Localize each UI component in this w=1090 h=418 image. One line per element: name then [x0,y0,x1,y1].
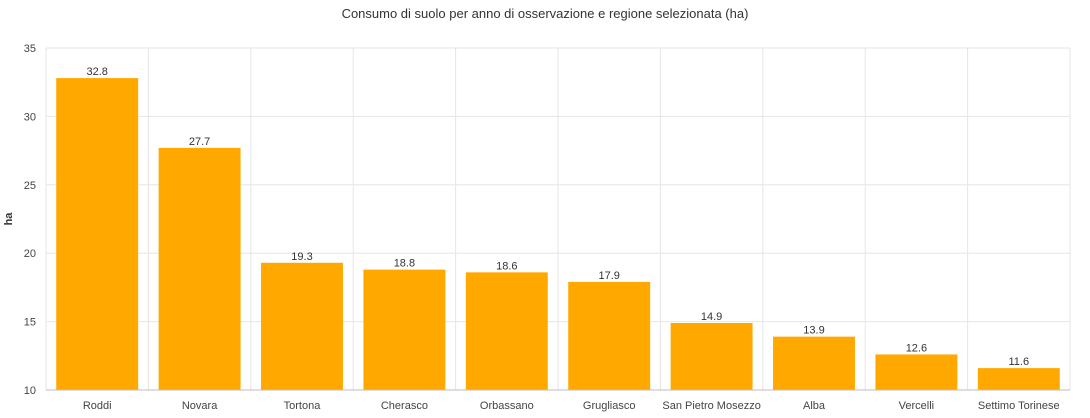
x-tick-label: Roddi [83,400,112,412]
bar-value-label: 18.8 [394,258,415,270]
bar[interactable] [568,281,651,390]
bar[interactable] [261,262,343,390]
data-labels: 32.8 27.7 19.3 18.8 18.6 17.9 14.9 13.9 12.6 11.6 [86,66,1029,368]
bar-value-label: 14.9 [701,311,722,323]
y-tick-label: 30 [24,111,36,123]
bar-value-label: 17.9 [598,270,619,282]
y-axis-ticks: 10 15 20 25 30 35 [24,43,36,397]
x-tick-label: Vercelli [899,400,934,412]
x-axis-ticks: Roddi Novara Tortona Cherasco Orbassano Grugl… [83,400,1060,412]
bar-value-label: 11.6 [1009,356,1030,368]
bar[interactable] [977,368,1060,390]
y-axis-label: ha [3,212,15,226]
x-tick-label: Settimo Torinese [978,400,1060,412]
bar[interactable] [465,272,548,390]
x-tick-label: Novara [182,400,218,412]
chart-title: Consumo di suolo per anno di osservazion… [342,6,749,21]
y-tick-label: 15 [24,317,36,329]
x-tick-label: Cherasco [381,400,428,412]
y-tick-label: 20 [24,248,36,260]
bars [56,78,1060,390]
bar-value-label: 27.7 [189,136,210,148]
x-tick-label: Grugliasco [583,400,636,412]
x-tick-label: San Pietro Mosezzo [662,400,760,412]
y-tick-label: 35 [24,43,36,55]
bar-value-label: 13.9 [803,325,824,337]
bar[interactable] [56,78,139,390]
bar[interactable] [670,322,753,390]
bar[interactable] [875,354,958,390]
bar-value-label: 19.3 [291,251,312,263]
y-tick-label: 10 [24,385,36,397]
bar[interactable] [363,269,446,390]
x-tick-label: Tortona [284,400,322,412]
y-tick-label: 25 [24,180,36,192]
bar-value-label: 32.8 [86,66,107,78]
bar[interactable] [773,336,855,390]
bar-value-label: 18.6 [496,260,517,272]
bar[interactable] [158,147,241,390]
x-tick-label: Alba [803,400,826,412]
bar-value-label: 12.6 [906,342,927,354]
x-tick-label: Orbassano [480,400,534,412]
